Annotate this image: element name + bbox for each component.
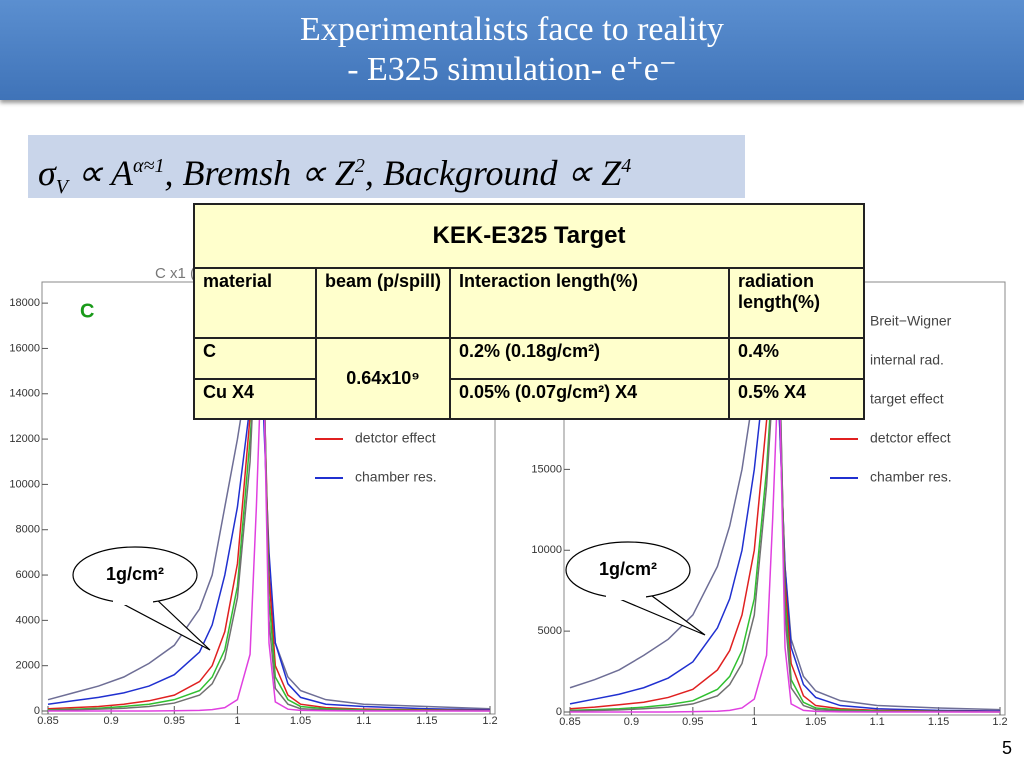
column-header: radiation length(%) <box>728 267 865 339</box>
y-tick-label: 12000 <box>9 433 40 445</box>
callout-mask <box>606 588 646 600</box>
y-tick-label: 2000 <box>16 660 40 672</box>
x-tick-label: 1 <box>751 716 757 728</box>
formula: σV ∝ Aα≈1, Bremsh ∝ Z2, Background ∝ Z4 <box>28 135 745 198</box>
y-tick-label: 14000 <box>9 388 40 400</box>
formula-part: , Background ∝ Z <box>364 153 622 193</box>
chart-label: C <box>80 300 94 322</box>
cell: C <box>193 337 317 380</box>
x-tick-label: 0.9 <box>624 716 639 728</box>
series-line <box>48 325 490 712</box>
cell: 0.4% <box>728 337 865 380</box>
x-tick-label: 0.95 <box>682 716 703 728</box>
cell: 0.64x10⁹ <box>315 337 451 420</box>
cell: Cu X4 <box>193 378 317 420</box>
title: Experimentalists face to reality <box>300 11 724 48</box>
x-tick-label: 1.2 <box>482 715 497 727</box>
formula-part: α≈1 <box>133 155 165 177</box>
x-tick-label: 1.05 <box>290 715 311 727</box>
legend-label: chamber res. <box>355 469 437 485</box>
x-tick-label: 1.15 <box>416 715 437 727</box>
series-line <box>569 339 1001 713</box>
y-tick-label: 10000 <box>531 544 562 556</box>
cell: 0.2% (0.18g/cm²) <box>449 337 730 380</box>
legend-label: internal rad. <box>870 352 944 368</box>
x-tick-label: 1.2 <box>992 716 1007 728</box>
formula-part: σ <box>38 153 56 193</box>
formula-part: V <box>55 176 68 199</box>
x-tick-label: 0.85 <box>559 716 580 728</box>
callout <box>109 596 211 651</box>
formula-part: ∝ A <box>67 153 134 193</box>
y-tick-label: 0 <box>34 705 40 717</box>
legend-label: detctor effect <box>355 430 436 446</box>
subtitle: - E325 simulation- e⁺e⁻ <box>347 51 677 88</box>
x-tick-label: 1.1 <box>356 715 371 727</box>
y-tick-label: 0 <box>556 706 562 718</box>
x-tick-label: 0.85 <box>37 715 58 727</box>
y-tick-label: 18000 <box>9 297 40 309</box>
page-number: 5 <box>1001 738 1012 758</box>
column-header: beam (p/spill) <box>315 267 451 339</box>
x-tick-label: 1 <box>234 715 240 727</box>
legend-label: detctor effect <box>870 430 951 446</box>
formula-part: , Bremsh ∝ Z <box>164 153 355 193</box>
cell: 0.5% X4 <box>728 378 865 420</box>
x-tick-label: 1.15 <box>928 716 949 728</box>
target-table: KEK-E325 Target material beam (p/spill) … <box>193 203 865 420</box>
column-header: Interaction length(%) <box>449 267 730 339</box>
formula-part: 2 <box>354 155 365 177</box>
y-tick-label: 15000 <box>531 463 562 475</box>
column-header: material <box>193 267 317 339</box>
title-bar: Experimentalists face to reality - E325 … <box>0 0 1024 100</box>
callout <box>602 591 706 636</box>
y-tick-label: 6000 <box>16 569 40 581</box>
x-tick-label: 0.95 <box>164 715 185 727</box>
table-title: KEK-E325 Target <box>193 203 865 269</box>
y-tick-label: 4000 <box>16 614 40 626</box>
y-tick-label: 16000 <box>9 342 40 354</box>
legend-label: target effect <box>870 391 944 407</box>
series-line <box>47 302 491 712</box>
series-line <box>569 323 1001 713</box>
x-tick-label: 1.05 <box>805 716 826 728</box>
legend-label: Breit−Wigner <box>870 313 952 329</box>
annotation: 1g/cm² <box>106 564 164 584</box>
series-line <box>570 356 1000 713</box>
y-tick-label: 10000 <box>9 478 40 490</box>
x-tick-label: 1.1 <box>869 716 884 728</box>
series-line <box>569 355 1001 713</box>
annotation: 1g/cm² <box>599 559 657 579</box>
series-line <box>47 325 491 712</box>
y-tick-label: 8000 <box>16 524 40 536</box>
legend-label: chamber res. <box>870 469 952 485</box>
formula-part: 4 <box>621 155 632 177</box>
cell: 0.05% (0.07g/cm²) X4 <box>449 378 730 420</box>
x-tick-label: 0.9 <box>103 715 118 727</box>
y-tick-label: 5000 <box>538 625 562 637</box>
callout-mask <box>113 593 153 605</box>
